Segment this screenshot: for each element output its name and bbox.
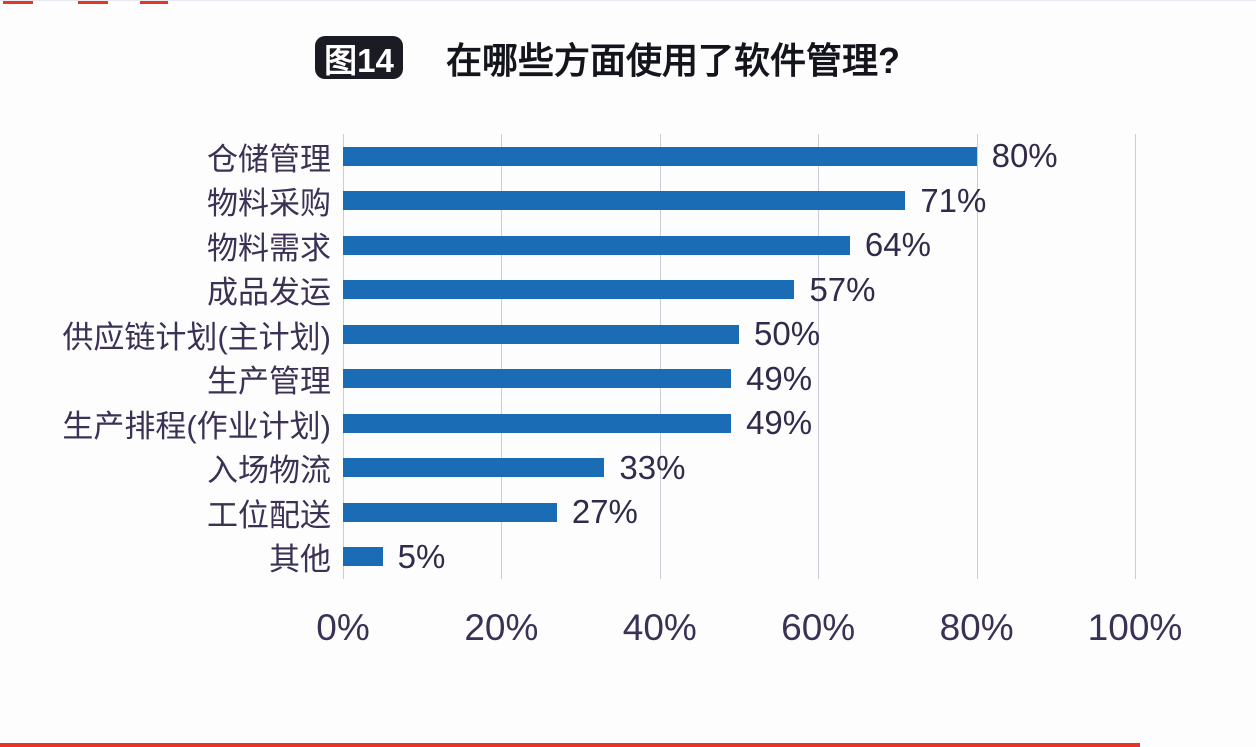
chart-row: 供应链计划(主计划) 50% [0, 312, 1256, 357]
category-label: 生产排程(作业计划) [62, 408, 331, 444]
chart-row: 成品发运 57% [0, 268, 1256, 313]
bar [343, 458, 605, 478]
gridline [343, 134, 344, 579]
bar-chart: 仓储管理 80% 物料采购 71% 物料需求 64% 成品发运 57% 供应链计划(主计划) 50… [0, 134, 1256, 579]
value-label: 27% [571, 493, 638, 531]
gridline [501, 134, 503, 579]
chart-row: 物料需求 64% [0, 223, 1256, 268]
x-axis-tick-label: 0% [316, 607, 370, 648]
category-label: 仓储管理 [207, 141, 331, 177]
value-label: 5% [397, 537, 446, 575]
red-dash-decoration [78, 1, 108, 4]
value-label: 49% [746, 404, 813, 442]
value-label: 64% [864, 226, 931, 264]
category-label: 入场物流 [207, 453, 331, 489]
gridline [1135, 134, 1136, 579]
gridline [818, 134, 820, 579]
category-label: 成品发运 [207, 275, 331, 311]
red-dash-decoration [140, 1, 168, 4]
bar [343, 502, 557, 522]
chart-row: 其他 5% [0, 535, 1256, 580]
figure-title: 在哪些方面使用了软件管理? [446, 39, 900, 81]
value-label: 80% [991, 137, 1058, 175]
figure-number-badge: 图14 [315, 36, 403, 79]
category-label: 生产管理 [207, 364, 331, 400]
plot-area [343, 134, 1136, 579]
x-axis-tick-label: 60% [781, 607, 856, 648]
value-label: 57% [809, 270, 876, 308]
red-dash-decoration [3, 1, 33, 4]
value-label: 49% [746, 359, 813, 397]
bar [343, 280, 795, 300]
value-label: 50% [754, 315, 821, 353]
chart-row: 物料采购 71% [0, 179, 1256, 224]
chart-row: 入场物流 33% [0, 446, 1256, 491]
value-label: 33% [619, 448, 686, 486]
chart-row: 生产管理 49% [0, 357, 1256, 402]
bar [343, 324, 739, 344]
x-axis-tick-label: 100% [1087, 607, 1183, 648]
chart-row: 工位配送 27% [0, 490, 1256, 535]
bar [343, 369, 732, 389]
category-label: 供应链计划(主计划) [62, 319, 331, 355]
x-axis-tick-label: 20% [464, 607, 539, 648]
chart-row: 仓储管理 80% [0, 134, 1256, 179]
gridline [659, 134, 661, 579]
bar [343, 235, 850, 255]
category-label: 工位配送 [207, 497, 331, 533]
category-label: 其他 [269, 542, 331, 578]
x-axis-tick-label: 40% [622, 607, 697, 648]
bar [343, 191, 906, 211]
category-label: 物料需求 [207, 230, 331, 266]
x-axis-tick-label: 80% [939, 607, 1014, 648]
category-label: 物料采购 [207, 186, 331, 222]
bar [343, 413, 732, 433]
bar [343, 547, 383, 567]
x-axis: 0% 20% 40% 60% 80% 100% [316, 607, 1182, 653]
chart-row: 生产排程(作业计划) 49% [0, 401, 1256, 446]
gridline [976, 134, 978, 579]
red-line-decoration [0, 743, 1140, 747]
bar [343, 146, 977, 166]
value-label: 71% [920, 181, 987, 219]
